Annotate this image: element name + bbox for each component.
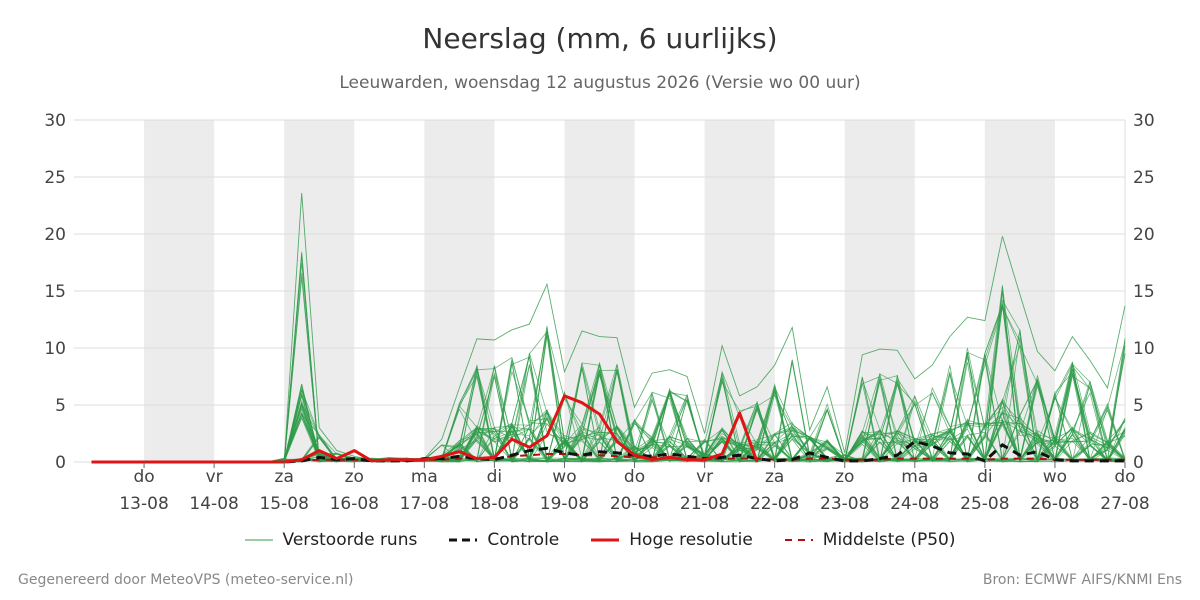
legend-label-high-res: Hoge resolutie: [629, 530, 753, 550]
x-tick-date: 21-08: [680, 494, 729, 514]
footer-generator: Gegenereerd door MeteoVPS (meteo-service…: [18, 572, 354, 588]
legend-item-high-res: Hoge resolutie: [591, 530, 753, 550]
x-tick-day: zo: [835, 467, 854, 487]
axes: 0 0 5 5 10 10 15 15 20 20 25 25 30 30 do 13-08 vr 14-08 za…: [44, 111, 1154, 514]
x-tick-date: 26-08: [1030, 494, 1079, 514]
x-tick-day: di: [977, 467, 993, 487]
x-tick-date: 16-08: [330, 494, 379, 514]
legend-label-control: Controle: [487, 530, 560, 550]
x-tick-day: di: [487, 467, 503, 487]
x-tick-day: ma: [411, 467, 438, 487]
x-tick-date: 15-08: [259, 494, 308, 514]
y-tick-label-right: 25: [1133, 168, 1155, 188]
x-tick-date: 14-08: [189, 494, 238, 514]
y-tick-label-right: 0: [1133, 453, 1144, 473]
y-tick-label-right: 30: [1133, 111, 1155, 131]
y-tick-label-left: 10: [44, 339, 66, 359]
legend-label-perturbed: Verstoorde runs: [282, 530, 418, 550]
legend-swatch-control: [449, 538, 478, 542]
x-tick-day: vr: [206, 467, 223, 487]
high-res-line: [91, 394, 759, 464]
x-tick-date: 23-08: [820, 494, 869, 514]
legend-swatch-perturbed: [244, 539, 273, 541]
legend-label-median: Middelste (P50): [822, 530, 956, 550]
chart-subtitle: Leeuwarden, woensdag 12 augustus 2026 (V…: [339, 73, 861, 93]
x-tick-day: do: [133, 467, 154, 487]
x-tick-day: do: [624, 467, 645, 487]
x-tick-date: 27-08: [1100, 494, 1149, 514]
legend-swatch-median: [784, 539, 813, 541]
x-tick-day: vr: [696, 467, 713, 487]
y-tick-label-left: 30: [44, 111, 66, 131]
y-tick-label-right: 15: [1133, 282, 1155, 302]
x-tick-date: 13-08: [119, 494, 168, 514]
x-tick-date: 22-08: [750, 494, 799, 514]
x-tick-day: do: [1114, 467, 1135, 487]
legend-swatch-high-res: [591, 538, 620, 542]
y-tick-label-left: 0: [55, 453, 66, 473]
x-tick-date: 25-08: [960, 494, 1009, 514]
x-tick-date: 24-08: [890, 494, 939, 514]
legend: Verstoorde runs Controle Hoge resolutie …: [0, 530, 1200, 550]
y-tick-label-left: 25: [44, 168, 66, 188]
y-tick-label-left: 5: [55, 396, 66, 416]
y-tick-label-right: 5: [1133, 396, 1144, 416]
x-tick-day: za: [765, 467, 784, 487]
footer-source: Bron: ECMWF AIFS/KNMI Ens: [982, 572, 1182, 588]
x-tick-day: wo: [552, 467, 576, 487]
legend-item-perturbed: Verstoorde runs: [244, 530, 418, 550]
x-tick-day: za: [275, 467, 294, 487]
x-tick-day: zo: [345, 467, 364, 487]
chart-title: Neerslag (mm, 6 uurlijks): [422, 22, 778, 55]
x-tick-date: 19-08: [540, 494, 589, 514]
y-tick-label-left: 20: [44, 225, 66, 245]
x-tick-date: 20-08: [610, 494, 659, 514]
x-tick-date: 18-08: [470, 494, 519, 514]
legend-item-control: Controle: [449, 530, 559, 550]
y-tick-label-right: 20: [1133, 225, 1155, 245]
y-tick-label-right: 10: [1133, 339, 1155, 359]
x-tick-day: ma: [901, 467, 928, 487]
x-tick-date: 17-08: [400, 494, 449, 514]
legend-item-median: Middelste (P50): [784, 530, 956, 550]
main-series: [91, 394, 1125, 464]
x-tick-day: wo: [1043, 467, 1067, 487]
y-tick-label-left: 15: [44, 282, 66, 302]
